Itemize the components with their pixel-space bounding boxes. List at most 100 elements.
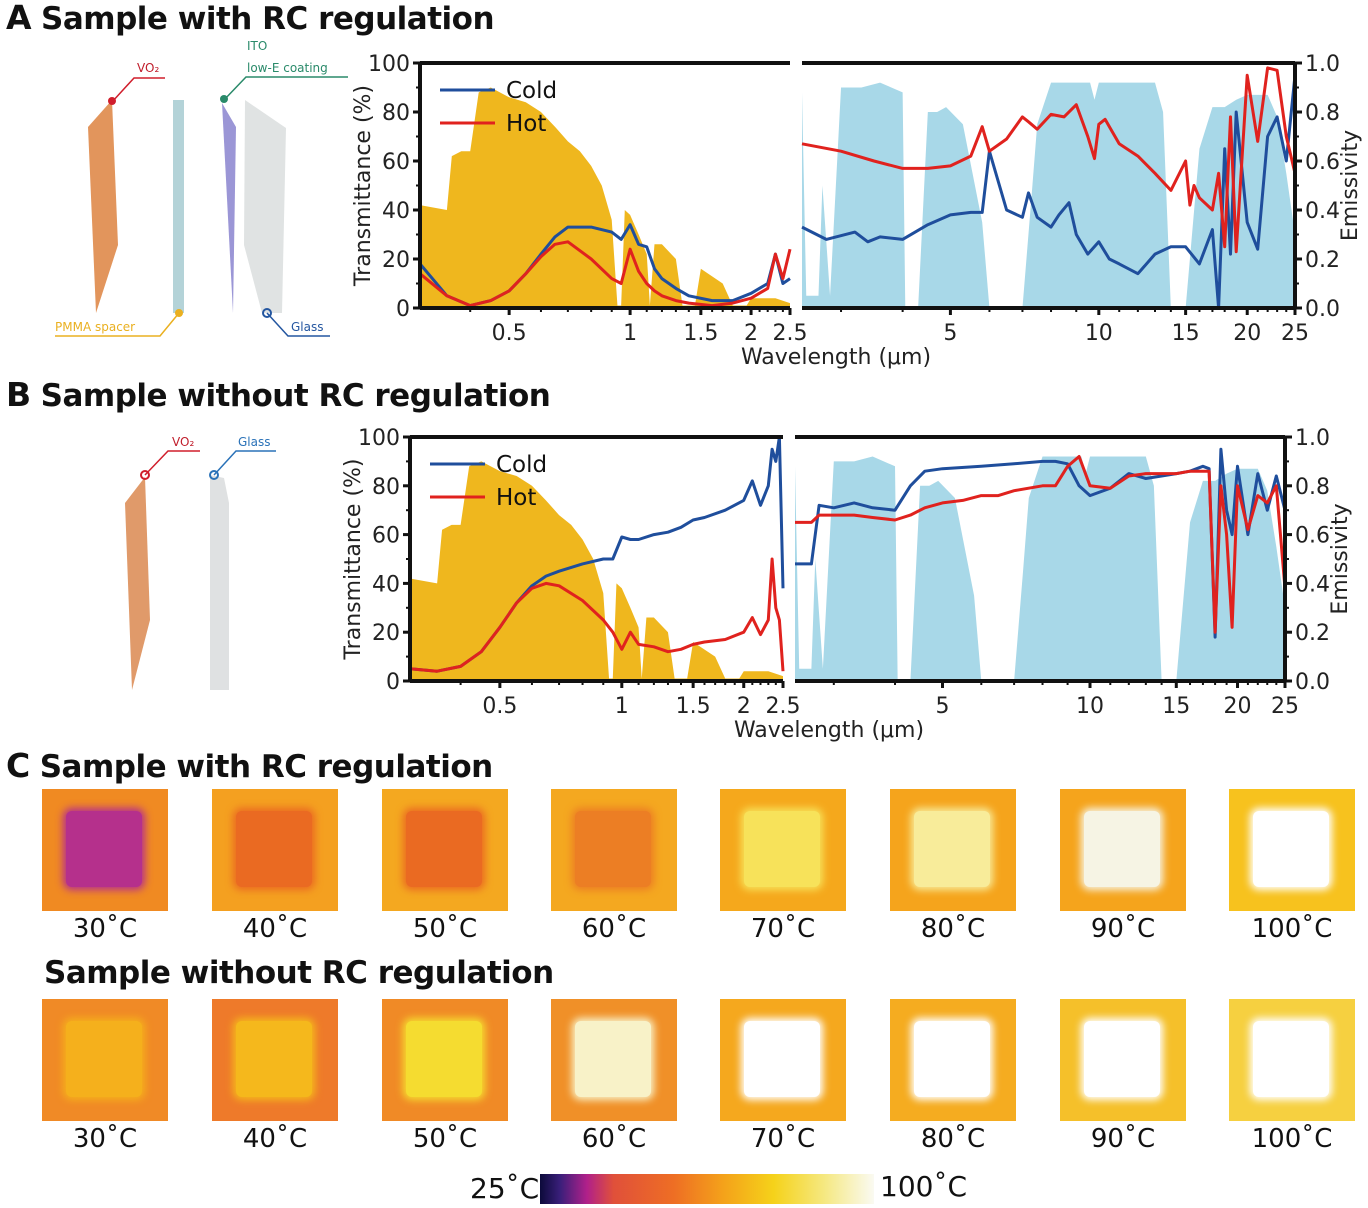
y-tick-label-right: 0.0: [1295, 670, 1330, 695]
series-cold-thermal: [795, 447, 1287, 639]
atmospheric-window-area: [795, 456, 1285, 681]
vo2-label: VO₂: [172, 435, 194, 449]
x-axis-label: Wavelength (μm): [734, 718, 924, 743]
thermal-image-with-rc-2: [382, 789, 508, 911]
temperature-colorbar: [540, 1174, 874, 1204]
colorbar-min-label: 25˚C: [470, 1172, 540, 1205]
x-tick-label-right: 25: [1281, 321, 1309, 346]
x-tick-label-right: 20: [1233, 321, 1261, 346]
temperature-label: 30˚C: [72, 1124, 138, 1154]
y-tick-label-left: 80: [372, 475, 400, 500]
series-hot-thermal: [795, 455, 1287, 634]
y-tick-label-left: 80: [382, 101, 410, 126]
y-tick-label-left: 60: [372, 524, 400, 549]
thermal-image-without-rc-7: [1229, 999, 1355, 1121]
series-cold-thermal: [801, 75, 1297, 310]
x-tick-label-right: 5: [943, 321, 957, 346]
y-tick-label-right: 1.0: [1305, 52, 1340, 77]
panel-a-title: A Sample with RC regulation: [6, 0, 495, 37]
solar-spectrum-area: [410, 461, 783, 681]
sample-region: [575, 811, 651, 887]
x-tick-label-left: 1.5: [683, 321, 718, 346]
x-tick-label-right: 15: [1162, 694, 1190, 719]
y-tick-label-right: 0.6: [1305, 150, 1340, 175]
colorbar-max-label: 100˚C: [880, 1170, 967, 1203]
glass-pane: [210, 475, 229, 690]
sample-region: [575, 1021, 651, 1097]
y-axis-label-right: Emissivity: [1328, 503, 1353, 614]
thermal-image-without-rc-1: [212, 999, 338, 1121]
thermal-image-with-rc-3: [551, 789, 677, 911]
y-tick-label-left: 40: [372, 572, 400, 597]
temperature-label: 70˚C: [750, 1124, 816, 1154]
temperature-label: 80˚C: [920, 1124, 986, 1154]
solar-spectrum-area: [420, 87, 790, 308]
x-tick-label-left: 2: [744, 321, 758, 346]
y-tick-label-left: 0: [396, 297, 410, 322]
sample-region: [406, 1021, 482, 1097]
temperature-label: 60˚C: [581, 1124, 647, 1154]
y-tick-label-left: 100: [358, 426, 400, 451]
temperature-label: 40˚C: [242, 914, 308, 944]
x-tick-label-left: 1: [615, 694, 629, 719]
x-axis-label: Wavelength (μm): [741, 345, 931, 370]
y-axis-label-right: Emissivity: [1338, 130, 1363, 241]
sample-region: [1253, 811, 1329, 887]
y-tick-label-right: 1.0: [1295, 426, 1330, 451]
chart-a: 0 20 40 60 80 100 0.0 0.2 0.4 0.6 0.8 1.0 0.5 1 1.5 2 2.…: [351, 52, 1363, 370]
chart-b: 0 20 40 60 80 100 0.0 0.2 0.4 0.6 0.8 1.0 0.5 1 1.5 2 2.…: [341, 426, 1353, 743]
y-tick-label-left: 20: [372, 621, 400, 646]
thermal-image-with-rc-6: [1060, 789, 1186, 911]
glass-label: Glass: [238, 435, 271, 449]
sample-region: [744, 811, 820, 887]
x-tick-label-left: 0.5: [492, 321, 527, 346]
legend-label-cold: Cold: [506, 78, 557, 104]
y-tick-label-right: 0.4: [1295, 572, 1330, 597]
y-tick-label-right: 0.4: [1305, 199, 1340, 224]
ito-coating-layer: [222, 103, 236, 313]
temperature-label: 70˚C: [750, 914, 816, 944]
panel-b-title: B Sample without RC regulation: [6, 375, 551, 414]
thermal-image-with-rc-7: [1229, 789, 1355, 911]
y-tick-label-left: 0: [386, 670, 400, 695]
thermal-image-without-rc-2: [382, 999, 508, 1121]
x-tick-label-left: 2.5: [773, 321, 808, 346]
x-tick-label-right: 10: [1076, 694, 1104, 719]
temperature-label: 50˚C: [412, 914, 478, 944]
atmospheric-window-area: [802, 82, 1295, 308]
schematic-b: VO₂ Glass: [125, 435, 276, 690]
x-tick-label-right: 25: [1271, 694, 1299, 719]
y-tick-label-left: 60: [382, 150, 410, 175]
y-tick-label-left: 40: [382, 199, 410, 224]
sample-region: [1084, 811, 1160, 887]
x-tick-label-left: 2.5: [766, 694, 801, 719]
y-axis-label-left: Transmittance (%): [351, 85, 376, 287]
pmma-marker: [175, 309, 183, 317]
temperature-label: 30˚C: [72, 914, 138, 944]
x-tick-label-left: 2: [737, 694, 751, 719]
y-tick-label-right: 0.2: [1295, 621, 1330, 646]
panel-c-title: C Sample with RC regulation: [6, 746, 493, 785]
series-hot-solar: [409, 557, 785, 673]
glass-pane: [244, 100, 286, 313]
vo2-layer: [125, 477, 150, 690]
sample-region: [406, 811, 482, 887]
ito-marker: [220, 95, 228, 103]
y-tick-label-right: 0.8: [1305, 101, 1340, 126]
y-axis-label-left: Transmittance (%): [341, 458, 366, 660]
x-tick-label-right: 10: [1085, 321, 1113, 346]
thermal-image-without-rc-4: [720, 999, 846, 1121]
sample-region: [914, 811, 990, 887]
x-tick-label-right: 15: [1172, 321, 1200, 346]
temperature-label: 100˚C: [1251, 1124, 1333, 1154]
x-tick-label-left: 1.5: [676, 694, 711, 719]
y-tick-label-right: 0.2: [1305, 248, 1340, 273]
sample-region: [1084, 1021, 1160, 1097]
sample-region: [236, 811, 312, 887]
sample-region: [66, 1021, 142, 1097]
y-tick-label-right: 0.6: [1295, 524, 1330, 549]
legend-label-cold: Cold: [496, 452, 547, 478]
schematic-a: VO₂ ITO low-E coating PMMA spacer Glass: [55, 39, 348, 337]
panel-c-subtitle: Sample without RC regulation: [44, 955, 554, 991]
vo2-marker: [108, 97, 116, 105]
